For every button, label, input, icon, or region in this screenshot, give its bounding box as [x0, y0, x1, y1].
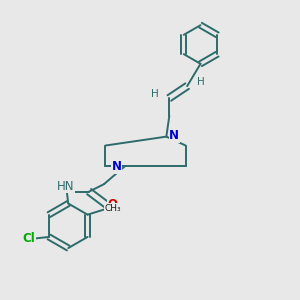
Text: N: N [169, 129, 179, 142]
Text: H: H [152, 89, 159, 99]
Text: CH₃: CH₃ [105, 204, 122, 213]
Text: Cl: Cl [23, 232, 35, 245]
Text: N: N [112, 160, 122, 173]
Text: O: O [107, 199, 117, 212]
Text: HN: HN [56, 180, 74, 193]
Text: H: H [197, 77, 205, 87]
